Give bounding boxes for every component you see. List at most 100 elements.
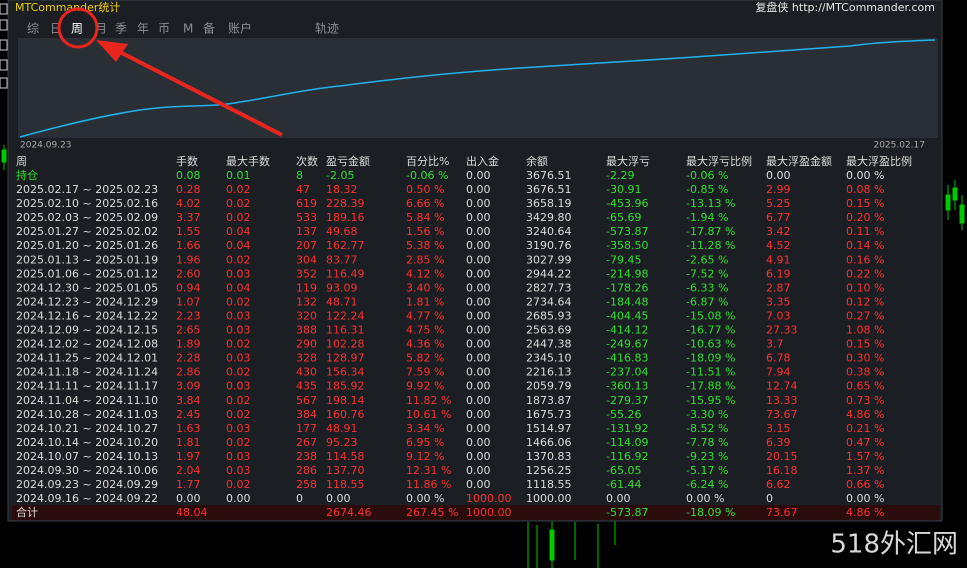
tab[interactable]: M [183,22,193,36]
tab[interactable]: 周 [71,22,83,36]
cell: 156.34 [326,366,365,379]
cell: -65.69 [606,211,641,224]
cell: 119 [296,281,317,294]
column-header: 最大手数 [226,154,270,168]
cell: 0.00 % [406,492,444,505]
cell: 0.00 [466,478,491,491]
cell: 0.04 [226,281,251,294]
cell: 0.00 [466,197,491,210]
cell: 2.87 [766,281,791,294]
cell: 0.00 [466,422,491,435]
cell: -573.87 [606,225,648,238]
cell: 1.97 [176,450,201,463]
tab[interactable]: 轨迹 [315,22,339,36]
cell: 47 [296,183,310,196]
cell: 102.28 [326,338,365,351]
week-row-label: 2024.12.23 ~ 2024.12.29 [16,295,158,308]
cell: 1.08 % [846,324,884,337]
cell: 0.00 [606,492,631,505]
week-row-label: 2024.11.11 ~ 2024.11.17 [16,380,158,393]
cell: 0.11 % [846,225,884,238]
tab[interactable]: 季 [115,22,127,36]
cell: 160.76 [326,408,365,421]
cell: 114.58 [326,450,365,463]
cell: 5.84 % [406,211,444,224]
cell: 177 [296,422,317,435]
cell: 6.66 % [406,197,444,210]
tab[interactable]: 综 [27,22,39,36]
cell: 0.04 [226,239,251,252]
cell: 0.04 [226,225,251,238]
week-row-label: 2024.12.09 ~ 2024.12.15 [16,324,158,337]
cell: 1000.00 [466,506,512,519]
cell: 7.59 % [406,366,444,379]
cell: 4.02 [176,197,201,210]
cell: -2.65 % [686,253,728,266]
cell: 4.75 % [406,324,444,337]
cell: 0.03 [226,352,251,365]
cell: 1675.73 [526,408,572,421]
cell: -7.52 % [686,267,728,280]
cell: 3.35 [766,295,791,308]
cell: -7.78 % [686,436,728,449]
site-link[interactable]: 复盘侠 http://MTCommander.com [755,0,935,14]
column-header: 最大浮亏 [606,154,650,168]
week-row-label: 2024.12.02 ~ 2024.12.08 [16,338,158,351]
cell: -15.08 % [686,309,735,322]
cell: 1256.25 [526,464,572,477]
cell: 0.00 [326,492,351,505]
cell: 0.00 [466,211,491,224]
total-row-label: 合计 [16,505,38,519]
cell: 122.24 [326,309,365,322]
week-row-label: 2025.01.20 ~ 2025.01.26 [16,239,158,252]
cell: 2827.73 [526,281,572,294]
cell: 1118.55 [526,478,572,491]
cell: 1.37 % [846,464,884,477]
cell: 83.77 [326,253,358,266]
cell: 11.82 % [406,394,451,407]
cell: 162.77 [326,239,365,252]
cell: 1.56 % [406,225,444,238]
cell: 1370.83 [526,450,572,463]
cell: 48.91 [326,422,358,435]
cell: 352 [296,267,317,280]
cell: 0.00 [466,253,491,266]
column-header: 最大浮盈比例 [846,154,912,168]
cell: 1466.06 [526,436,572,449]
cell: 1000.00 [466,492,512,505]
cell: -30.91 [606,183,641,196]
cell: 2.23 [176,309,201,322]
tab[interactable]: 账户 [228,21,252,36]
column-header: 最大浮亏比例 [686,154,752,168]
cell: 13.33 [766,394,798,407]
cell: 3.09 [176,380,201,393]
cell: 0.30 % [846,352,884,365]
cell: 1.81 % [406,295,444,308]
cell: 2216.13 [526,366,572,379]
cell: 2.04 [176,464,201,477]
cell: 0.00 [466,281,491,294]
tab[interactable]: 币 [158,22,170,36]
cell: 0.16 % [846,253,884,266]
cell: 2.65 [176,324,201,337]
tab[interactable]: 年 [137,22,149,36]
tab[interactable]: 备 [203,22,215,36]
cell: -13.13 % [686,197,735,210]
cell: 207 [296,239,317,252]
cell: 4.52 [766,239,791,252]
cell: 4.86 % [846,506,884,519]
cell: 1.07 [176,295,201,308]
cell: 4.12 % [406,267,444,280]
cell: -416.83 [606,352,648,365]
cell: 48.04 [176,506,208,519]
week-row-label: 2024.11.25 ~ 2024.12.01 [16,352,158,365]
cell: 619 [296,197,317,210]
cell: 328 [296,352,317,365]
cell: -184.48 [606,295,648,308]
cell: 116.31 [326,324,365,337]
position-row-label: 持仓 [16,168,38,182]
cell: 0.12 % [846,295,884,308]
week-row-label: 2025.02.03 ~ 2025.02.09 [16,211,158,224]
cell: 0.00 [466,436,491,449]
candles [1,145,965,568]
